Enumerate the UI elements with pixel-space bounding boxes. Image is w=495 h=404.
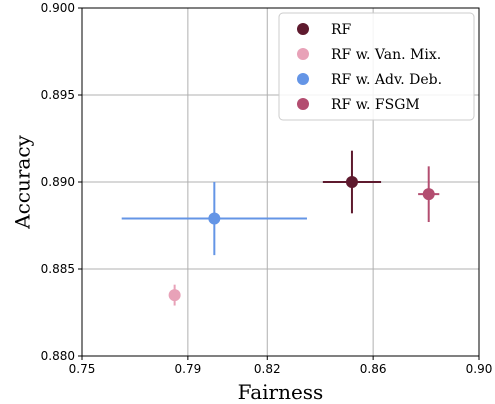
legend: RF RF w. Van. Mix. RF w. Adv. Deb. RF w. FS…: [278, 12, 475, 121]
series-point: [168, 284, 181, 306]
y-tick-label: 0.895: [41, 88, 75, 102]
x-axis-ticks: 0.75 0.79 0.82 0.86 0.90: [69, 356, 493, 376]
data-point: [422, 188, 435, 201]
legend-label: RF w. FSGM: [331, 97, 420, 113]
x-axis-label: Fairness: [238, 380, 324, 404]
data-points: [121, 150, 440, 306]
y-tick-label: 0.890: [41, 175, 75, 189]
legend-label: RF w. Adv. Deb.: [331, 72, 442, 88]
series-point: [418, 166, 440, 223]
x-tick-label: 0.82: [254, 362, 281, 376]
legend-marker: [297, 73, 309, 85]
y-tick-label: 0.900: [41, 1, 75, 15]
x-tick-label: 0.79: [175, 362, 202, 376]
x-tick-label: 0.90: [466, 362, 493, 376]
data-point: [208, 212, 221, 225]
legend-marker: [297, 98, 309, 110]
legend-marker: [297, 23, 309, 35]
legend-label: RF: [331, 22, 352, 38]
legend-box: [278, 12, 475, 121]
y-axis-ticks: 0.880 0.885 0.890 0.895 0.900: [41, 1, 82, 363]
y-tick-label: 0.880: [41, 349, 75, 363]
data-point: [168, 289, 181, 302]
legend-marker: [297, 48, 309, 60]
series-point: [121, 182, 307, 256]
x-tick-label: 0.86: [360, 362, 387, 376]
data-point: [345, 176, 358, 188]
y-tick-label: 0.885: [41, 262, 75, 276]
series-point: [322, 150, 382, 214]
x-tick-label: 0.75: [69, 362, 96, 376]
legend-label: RF w. Van. Mix.: [331, 47, 441, 63]
y-axis-label: Accuracy: [11, 134, 35, 229]
